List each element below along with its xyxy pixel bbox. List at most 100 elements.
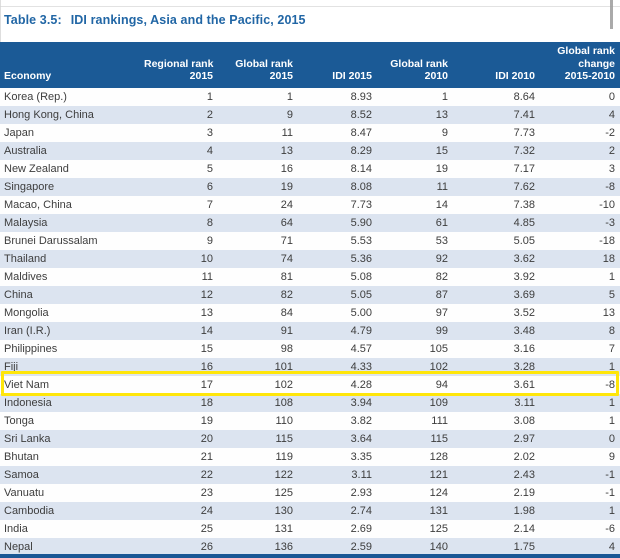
economy-cell: Samoa bbox=[0, 465, 140, 484]
value-cell: 64 bbox=[218, 213, 298, 232]
value-cell: 105 bbox=[377, 339, 453, 358]
value-cell: 5.05 bbox=[453, 231, 540, 250]
table-row-thailand: Thailand 10 74 5.36 92 3.62 18 bbox=[0, 249, 620, 268]
economy-cell: Thailand bbox=[0, 249, 140, 268]
value-cell: 9 bbox=[540, 447, 620, 466]
value-cell: 5 bbox=[140, 159, 218, 178]
value-cell: 4.57 bbox=[298, 339, 377, 358]
table-row-nepal: Nepal 26 136 2.59 140 1.75 4 bbox=[0, 537, 620, 556]
column-header-global-rank-change: Global rank change 2015-2010 bbox=[540, 42, 620, 88]
bottom-edge-bar bbox=[0, 554, 620, 558]
value-cell: 8.14 bbox=[298, 159, 377, 178]
economy-cell: Hong Kong, China bbox=[0, 105, 140, 124]
value-cell: 8.64 bbox=[453, 87, 540, 106]
value-cell: 97 bbox=[377, 303, 453, 322]
value-cell: 5.08 bbox=[298, 267, 377, 286]
value-cell: 14 bbox=[377, 195, 453, 214]
table-row-cambodia: Cambodia 24 130 2.74 131 1.98 1 bbox=[0, 501, 620, 520]
value-cell: 2.74 bbox=[298, 501, 377, 520]
value-cell: 9 bbox=[218, 105, 298, 124]
value-cell: -8 bbox=[540, 375, 620, 394]
value-cell: 7.41 bbox=[453, 105, 540, 124]
value-cell: 14 bbox=[140, 321, 218, 340]
table-row-singapore: Singapore 6 19 8.08 11 7.62 -8 bbox=[0, 177, 620, 196]
value-cell: 5 bbox=[540, 285, 620, 304]
value-cell: 25 bbox=[140, 519, 218, 538]
value-cell: -10 bbox=[540, 195, 620, 214]
value-cell: 8.52 bbox=[298, 105, 377, 124]
value-cell: 3 bbox=[540, 159, 620, 178]
value-cell: 0 bbox=[540, 429, 620, 448]
value-cell: 18 bbox=[540, 249, 620, 268]
value-cell: 13 bbox=[377, 105, 453, 124]
economy-cell: Australia bbox=[0, 141, 140, 160]
economy-cell: Fiji bbox=[0, 357, 140, 376]
value-cell: 7.38 bbox=[453, 195, 540, 214]
value-cell: 87 bbox=[377, 285, 453, 304]
table-row-philippines: Philippines 15 98 4.57 105 3.16 7 bbox=[0, 339, 620, 358]
value-cell: 6 bbox=[140, 177, 218, 196]
value-cell: 13 bbox=[140, 303, 218, 322]
value-cell: 15 bbox=[377, 141, 453, 160]
value-cell: 11 bbox=[377, 177, 453, 196]
value-cell: 17 bbox=[140, 375, 218, 394]
value-cell: 5.90 bbox=[298, 213, 377, 232]
value-cell: 16 bbox=[140, 357, 218, 376]
column-header-global-rank-2015: Global rank 2015 bbox=[218, 42, 298, 88]
value-cell: 111 bbox=[377, 411, 453, 430]
value-cell: 24 bbox=[218, 195, 298, 214]
value-cell: 81 bbox=[218, 267, 298, 286]
value-cell: 3.69 bbox=[453, 285, 540, 304]
value-cell: 18 bbox=[140, 393, 218, 412]
table-row-mongolia: Mongolia 13 84 5.00 97 3.52 13 bbox=[0, 303, 620, 322]
value-cell: 115 bbox=[377, 429, 453, 448]
value-cell: -6 bbox=[540, 519, 620, 538]
value-cell: 4.33 bbox=[298, 357, 377, 376]
value-cell: 7.73 bbox=[298, 195, 377, 214]
column-header-idi-2015: IDI 2015 bbox=[298, 42, 377, 88]
value-cell: 3.94 bbox=[298, 393, 377, 412]
value-cell: 2.43 bbox=[453, 465, 540, 484]
value-cell: -2 bbox=[540, 123, 620, 142]
table-row-new-zealand: New Zealand 5 16 8.14 19 7.17 3 bbox=[0, 159, 620, 178]
value-cell: 13 bbox=[540, 303, 620, 322]
value-cell: 11 bbox=[218, 123, 298, 142]
value-cell: 3.52 bbox=[453, 303, 540, 322]
value-cell: 71 bbox=[218, 231, 298, 250]
value-cell: 7.32 bbox=[453, 141, 540, 160]
value-cell: 119 bbox=[218, 447, 298, 466]
value-cell: 2.02 bbox=[453, 447, 540, 466]
value-cell: 2 bbox=[140, 105, 218, 124]
economy-cell: Viet Nam bbox=[0, 375, 140, 394]
economy-cell: China bbox=[0, 285, 140, 304]
value-cell: 1.75 bbox=[453, 537, 540, 556]
value-cell: 12 bbox=[140, 285, 218, 304]
column-header-global-rank-2010: Global rank 2010 bbox=[377, 42, 453, 88]
value-cell: 26 bbox=[140, 537, 218, 556]
value-cell: 2.59 bbox=[298, 537, 377, 556]
table-row-iran-i-r: Iran (I.R.) 14 91 4.79 99 3.48 8 bbox=[0, 321, 620, 340]
value-cell: 131 bbox=[377, 501, 453, 520]
table-row-korea-rep: Korea (Rep.) 1 1 8.93 1 8.64 0 bbox=[0, 87, 620, 106]
economy-cell: India bbox=[0, 519, 140, 538]
value-cell: 3.82 bbox=[298, 411, 377, 430]
value-cell: 5.00 bbox=[298, 303, 377, 322]
economy-cell: Mongolia bbox=[0, 303, 140, 322]
table-row-maldives: Maldives 11 81 5.08 82 3.92 1 bbox=[0, 267, 620, 286]
value-cell: 16 bbox=[218, 159, 298, 178]
value-cell: 5.53 bbox=[298, 231, 377, 250]
value-cell: 8.29 bbox=[298, 141, 377, 160]
value-cell: 82 bbox=[218, 285, 298, 304]
value-cell: 3.35 bbox=[298, 447, 377, 466]
table-row-macao-china: Macao, China 7 24 7.73 14 7.38 -10 bbox=[0, 195, 620, 214]
value-cell: 4.79 bbox=[298, 321, 377, 340]
value-cell: 102 bbox=[218, 375, 298, 394]
value-cell: 21 bbox=[140, 447, 218, 466]
economy-cell: Indonesia bbox=[0, 393, 140, 412]
value-cell: 20 bbox=[140, 429, 218, 448]
table-row-india: India 25 131 2.69 125 2.14 -6 bbox=[0, 519, 620, 538]
value-cell: 3.11 bbox=[453, 393, 540, 412]
value-cell: 121 bbox=[377, 465, 453, 484]
table-caption: Table 3.5: IDI rankings, Asia and the Pac… bbox=[4, 13, 306, 27]
value-cell: 110 bbox=[218, 411, 298, 430]
